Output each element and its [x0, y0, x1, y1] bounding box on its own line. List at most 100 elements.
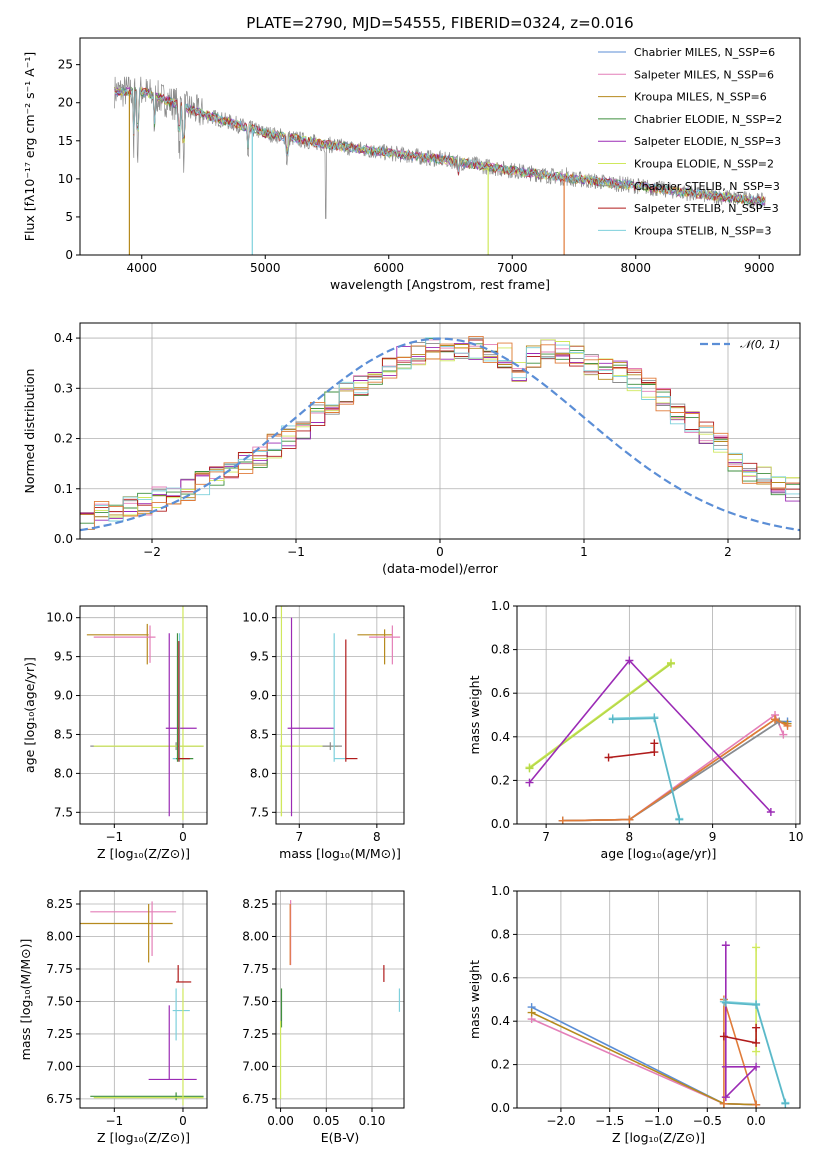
panel-2: −1 0 7.5 8.0 8.5 9.0 9.5 10.0 Z [log₁₀(Z/Z⊙)] age…	[22, 605, 208, 861]
chart-title: PLATE=2790, MJD=54555, FIBERID=0324, z=0…	[246, 14, 633, 32]
mass-weight-marker	[752, 943, 761, 952]
mass-weight-marker	[625, 815, 634, 824]
y-tick-label: 7.75	[242, 962, 269, 976]
mass-weight-line	[531, 1018, 757, 1106]
x-axis-label: mass [log₁₀(M/M⊙)]	[279, 846, 401, 861]
y-axis-label: Flux [fλ10⁻¹⁷ erg cm⁻² s⁻¹ A⁻¹]	[22, 52, 37, 241]
mass-weight-line	[531, 1006, 757, 1106]
mass-weight-line	[562, 720, 780, 822]
mass-weight-marker	[721, 941, 730, 950]
x-tick-label: 0.00	[267, 1114, 294, 1128]
panel-1: −2 −1 0 1 2 0.0 0.1 0.2 0.3 0.4 (data-model)/error…	[22, 322, 801, 576]
mass-weight-marker	[721, 1093, 730, 1102]
y-tick-label: 0.0	[491, 817, 510, 831]
legend-label: Chabrier ELODIE, N_SSP=2	[634, 113, 782, 126]
x-tick-label: −2.0	[546, 1114, 575, 1128]
mass-weight-marker	[650, 714, 659, 723]
y-tick-label: 0.2	[491, 773, 510, 787]
y-tick-label: 9.5	[250, 650, 269, 664]
x-tick-label: −1.5	[595, 1114, 624, 1128]
y-tick-label: 25	[58, 58, 73, 72]
plot-area	[114, 76, 766, 255]
mass-weight-line	[612, 717, 681, 820]
mass-weight-marker	[752, 1047, 761, 1056]
mass-weight-line	[723, 1027, 757, 1044]
x-tick-label: 8	[626, 830, 634, 844]
panel-0: 4000 5000 6000 7000 8000 9000 0 5 10 15 20 25 wavele…	[22, 37, 801, 292]
x-tick-label: 0	[436, 545, 444, 559]
y-axis-label: age [log₁₀(age/yr)]	[22, 657, 37, 773]
mass-weight-marker	[752, 1000, 761, 1009]
y-tick-label: 7.00	[46, 1059, 73, 1073]
y-tick-label: 1.0	[491, 884, 510, 898]
plot-area	[525, 656, 792, 824]
y-tick-label: 7.00	[242, 1059, 269, 1073]
x-tick-label: 7	[542, 830, 550, 844]
y-tick-label: 9.0	[250, 689, 269, 703]
observed-spectrum-line	[114, 76, 766, 219]
y-tick-label: 8.25	[242, 897, 269, 911]
x-tick-label: 9000	[744, 261, 775, 275]
histogram-step-line	[80, 339, 800, 518]
axes-frame	[79, 322, 801, 540]
y-tick-label: 0.4	[491, 730, 510, 744]
y-tick-label: 20	[58, 96, 73, 110]
y-tick-label: 0.2	[54, 432, 73, 446]
x-axis-label: E(B-V)	[321, 1130, 360, 1145]
panel-6: 0.00 0.05 0.10 6.75 7.00 7.25 7.50 7.75 8.00 8.25…	[242, 890, 405, 1145]
mass-weight-marker	[781, 1099, 790, 1108]
y-tick-label: 7.5	[54, 805, 73, 819]
legend-label: Chabrier STELIB, N_SSP=3	[634, 180, 780, 193]
legend-label: Salpeter ELODIE, N_SSP=3	[634, 135, 781, 148]
panel-5: −1 0 6.75 7.00 7.25 7.50 7.75 8.00 8.25 Z [log₁₀(…	[18, 890, 208, 1145]
y-tick-label: 10	[58, 172, 73, 186]
x-tick-label: −2	[143, 545, 161, 559]
mass-weight-marker	[650, 748, 659, 757]
x-axis-label: Z [log₁₀(Z/Z⊙)]	[612, 1130, 705, 1145]
y-tick-label: 0.4	[491, 1014, 510, 1028]
x-tick-label: −0.5	[693, 1114, 722, 1128]
mass-weight-line	[562, 713, 785, 822]
x-tick-label: 8000	[620, 261, 651, 275]
x-tick-label: 9	[709, 830, 717, 844]
x-tick-label: 0	[179, 1114, 187, 1128]
y-tick-label: 0.2	[491, 1058, 510, 1072]
axes-frame	[79, 37, 801, 256]
mass-weight-marker	[604, 753, 613, 762]
y-axis-label: mass weight	[467, 960, 482, 1039]
mass-weight-line	[562, 718, 788, 822]
y-tick-label: 8.00	[46, 929, 73, 943]
axes-frame	[516, 890, 801, 1109]
legend-label: Kroupa MILES, N_SSP=6	[634, 91, 767, 104]
y-tick-label: 0.1	[54, 482, 73, 496]
axes-frame	[275, 890, 405, 1109]
y-tick-label: 7.50	[46, 994, 73, 1008]
panel-7: −2.0 −1.5 −1.0 −0.5 0.0 0.0 0.2 0.4 0.6 0.8 1.0 Z […	[467, 884, 801, 1145]
axes-frame	[275, 605, 405, 825]
x-tick-label: −1.0	[644, 1114, 673, 1128]
panel-4: 7 8 9 10 0.0 0.2 0.4 0.6 0.8 1.0 age [log₁₀(age/yr…	[467, 599, 803, 861]
x-axis-label: Z [log₁₀(Z/Z⊙)]	[97, 846, 190, 861]
mass-weight-marker	[766, 808, 775, 817]
mass-weight-marker	[719, 997, 728, 1006]
x-tick-label: 8	[373, 830, 381, 844]
x-tick-label: −1	[287, 545, 305, 559]
y-tick-label: 8.5	[54, 727, 73, 741]
y-tick-label: 1.0	[491, 599, 510, 613]
y-tick-label: 0.6	[491, 971, 510, 985]
y-tick-label: 7.25	[242, 1027, 269, 1041]
plot-area	[80, 901, 204, 1106]
mass-weight-line	[528, 659, 772, 813]
y-tick-label: 0.8	[491, 643, 510, 657]
x-tick-label: 10	[788, 830, 803, 844]
x-tick-label: 0.05	[313, 1114, 340, 1128]
mass-weight-marker	[752, 1062, 761, 1071]
mass-weight-marker	[719, 1032, 728, 1041]
y-axis-label: mass [log₁₀(M/M⊙)]	[18, 939, 33, 1061]
x-tick-label: −1	[105, 830, 123, 844]
legend-label: Chabrier MILES, N_SSP=6	[634, 46, 775, 59]
y-tick-label: 5	[65, 210, 73, 224]
y-tick-label: 15	[58, 134, 73, 148]
x-tick-label: −1	[105, 1114, 123, 1128]
